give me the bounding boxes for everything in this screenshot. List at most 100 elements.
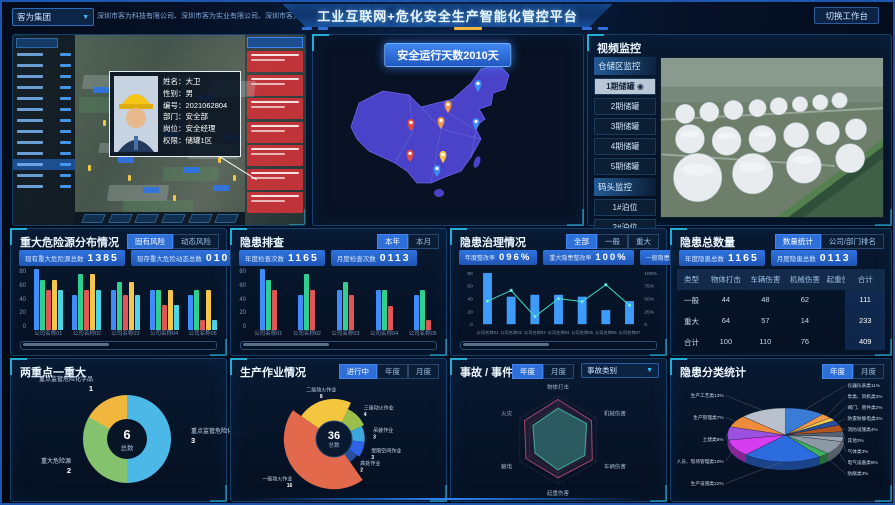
table-cell <box>825 311 846 332</box>
alert-card[interactable] <box>247 121 303 143</box>
view-tab[interactable] <box>187 214 213 223</box>
tab-this-month[interactable]: 本月 <box>408 234 439 249</box>
alert-text-skeleton <box>251 148 299 150</box>
h-scrollbar[interactable] <box>240 341 437 350</box>
tab-company-ranking[interactable]: 公司/部门排名 <box>820 234 884 249</box>
scrollbar-thumb[interactable] <box>23 343 109 346</box>
site-list-item[interactable] <box>13 60 75 71</box>
site-list-item[interactable] <box>13 115 75 126</box>
alert-card[interactable] <box>247 98 303 119</box>
view-tab[interactable] <box>161 214 186 223</box>
site-list-item[interactable] <box>13 82 75 93</box>
worker-marker[interactable] <box>88 165 91 171</box>
site-monitor-panel: 姓名：大卫 性别：男 编号：2021062804 部门：安全部 岗位：安全经理 权限：储罐… <box>12 34 306 226</box>
alert-card[interactable] <box>247 145 303 166</box>
table-row[interactable]: 重大 64 57 14 233 <box>677 311 885 332</box>
site-list-item[interactable] <box>13 159 75 170</box>
tab-all[interactable]: 全部 <box>566 234 597 249</box>
decor-dash <box>302 27 312 30</box>
tab-monthly[interactable]: 月度 <box>543 364 574 379</box>
site-list-item[interactable] <box>13 137 75 148</box>
alert-card[interactable] <box>247 51 303 72</box>
worker-marker[interactable] <box>233 175 236 181</box>
alert-filter-bar[interactable] <box>247 37 303 48</box>
view-tab[interactable] <box>134 214 159 223</box>
x-tick-label: 公司名称02 <box>292 331 321 337</box>
tab-monthly[interactable]: 月度 <box>853 364 884 379</box>
site-list-item[interactable] <box>13 93 75 104</box>
area-label-chip[interactable] <box>213 185 229 191</box>
h-scrollbar[interactable] <box>460 341 657 350</box>
tab-major[interactable]: 重大 <box>628 234 659 249</box>
site-list-item[interactable] <box>13 49 75 60</box>
text-skeleton <box>17 130 43 133</box>
group-select[interactable]: 客为集团 ▼ <box>12 8 94 26</box>
worker-marker[interactable] <box>103 120 106 126</box>
site-list-item[interactable] <box>13 71 75 82</box>
video-source-button[interactable]: 1期储罐 ◉ <box>594 78 656 95</box>
location-pin-icon <box>444 101 452 113</box>
worker-marker[interactable] <box>128 175 131 181</box>
tab-this-year[interactable]: 本年 <box>377 234 408 249</box>
alert-card[interactable] <box>247 192 303 213</box>
table-cell: 62 <box>800 295 810 304</box>
worker-marker[interactable] <box>218 157 221 163</box>
classify-svg: 仪器仪表类11% 泵类、风机类3% 阀门、管件类2% 防雷防静电类3% 消防设施类4% 其… <box>677 382 883 487</box>
table-row[interactable]: 一般 44 48 62 111 <box>677 290 885 311</box>
tab-inherent-risk[interactable]: 固有风险 <box>127 234 173 249</box>
site-list-item[interactable] <box>13 170 75 181</box>
text-skeleton <box>17 75 43 78</box>
tab-dynamic-risk[interactable]: 动态风险 <box>173 234 219 249</box>
alert-card[interactable] <box>247 168 303 190</box>
text-skeleton <box>17 141 43 144</box>
site-list-item[interactable] <box>13 148 75 159</box>
site-list-item[interactable] <box>13 181 75 192</box>
area-label-chip[interactable] <box>143 187 159 193</box>
slice-value: 3 <box>191 435 196 445</box>
view-tab[interactable] <box>214 214 239 223</box>
switch-workspace-button[interactable]: 切换工作台 <box>814 7 879 24</box>
tab-yearly[interactable]: 年度 <box>512 364 543 379</box>
video-source-button[interactable]: 3期储罐 <box>594 118 656 135</box>
table-row[interactable]: 合计 100 110 76 409 <box>677 332 885 350</box>
bars <box>72 269 102 330</box>
worker-marker[interactable] <box>173 195 176 201</box>
video-source-button[interactable]: 4期储罐 <box>594 138 656 155</box>
two-key-panel: 两重点一重大 6 总数 重点监管危险化工工艺 3 重大危险源 2 重点监管危险化学品 1 <box>10 358 251 502</box>
bars <box>149 269 179 330</box>
scrollbar-thumb[interactable] <box>463 343 549 346</box>
y-tick-label: 40 <box>19 296 26 303</box>
tab-yearly[interactable]: 年度 <box>377 364 408 379</box>
accidents-radar-chart: 物体打击 机械伤害 车辆伤害 起重伤害 触电 火灾 <box>451 379 666 499</box>
bars <box>414 269 432 330</box>
video-source-button[interactable]: 2期储罐 <box>594 98 656 115</box>
alert-text-skeleton <box>251 153 285 155</box>
area-label-chip[interactable] <box>118 157 134 163</box>
tab-yearly[interactable]: 年度 <box>822 364 853 379</box>
svg-text:生产工艺类13%: 生产工艺类13% <box>691 392 724 399</box>
alert-card[interactable] <box>247 74 303 96</box>
area-label-chip[interactable] <box>183 167 199 173</box>
table-header-row: 类型物体打击车辆伤害机械伤害起重伤合计 <box>677 269 885 290</box>
view-tab[interactable] <box>81 214 106 223</box>
video-source-button[interactable]: 5期储罐 <box>594 158 656 175</box>
h-scrollbar[interactable] <box>20 341 217 350</box>
bar <box>336 289 342 330</box>
camera-feed[interactable] <box>660 57 884 218</box>
site-list-item[interactable] <box>13 104 75 115</box>
site-list-item[interactable] <box>13 126 75 137</box>
tab-general[interactable]: 一般 <box>597 234 628 249</box>
view-tab[interactable] <box>107 214 133 223</box>
donut-slice-label: 重大危险源 2 <box>2 459 71 474</box>
tab-in-progress[interactable]: 进行中 <box>338 364 377 379</box>
video-source-button[interactable]: 1#泊位 <box>594 199 656 216</box>
tab-count-stats[interactable]: 数量统计 <box>774 234 821 249</box>
area-label-chip[interactable] <box>93 87 109 93</box>
tab-monthly[interactable]: 月度 <box>408 364 439 379</box>
accident-type-select[interactable]: 事故类别 ▼ <box>581 363 659 378</box>
stat-annual-total: 年度隐患总数 1165 <box>679 250 765 266</box>
stat-label: 一般隐患整改率 <box>645 256 688 262</box>
scrollbar-thumb[interactable] <box>243 343 329 346</box>
y-tick-label: 80 <box>239 269 246 275</box>
